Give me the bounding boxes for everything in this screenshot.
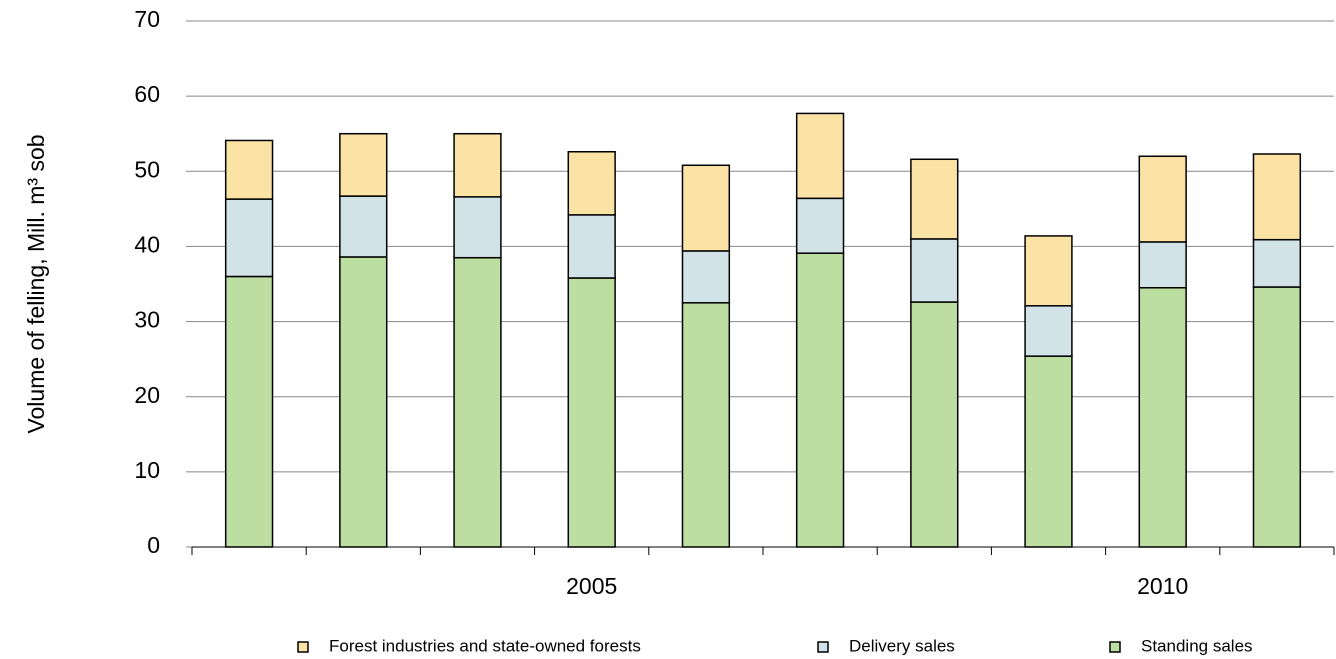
- bar-segment: [567, 277, 616, 548]
- y-tick-label: 10: [134, 457, 160, 483]
- bar-segment: [453, 132, 502, 198]
- bar-segment: [1138, 241, 1187, 289]
- y-tick-label: 40: [134, 232, 160, 258]
- bar-segment: [795, 197, 845, 254]
- bar-segment: [339, 256, 388, 548]
- bar-segment: [1138, 287, 1187, 548]
- bar-segment: [339, 195, 388, 258]
- y-tick-label: 50: [134, 156, 160, 182]
- bar-segment: [910, 301, 959, 548]
- bar-segment: [681, 164, 731, 252]
- bar-segment: [681, 302, 731, 548]
- bar-segment: [1024, 235, 1073, 307]
- bar-segment: [1024, 355, 1073, 548]
- y-tick-label: 0: [147, 532, 160, 558]
- legend-swatch: [297, 641, 309, 653]
- bar-segment: [567, 214, 616, 279]
- y-axis-label: Volume of felling, Mill. m³ sob: [23, 134, 49, 433]
- bar-segment: [339, 132, 388, 197]
- bar-segment: [224, 275, 274, 548]
- bar-segment: [453, 256, 502, 548]
- y-tick-label: 60: [134, 81, 160, 107]
- bar-segment: [1252, 153, 1302, 241]
- legend-swatch: [817, 641, 829, 653]
- legend-label: Forest industries and state-owned forest…: [329, 636, 641, 655]
- x-tick-label: 2010: [1137, 573, 1188, 599]
- y-tick-label: 20: [134, 382, 160, 408]
- bar-segment: [1252, 238, 1302, 288]
- bar-segment: [681, 250, 731, 304]
- x-tick-label: 2005: [566, 573, 617, 599]
- bar-segment: [1138, 155, 1187, 243]
- bar-segment: [795, 112, 845, 200]
- bar-segment: [795, 252, 845, 548]
- y-tick-label: 30: [134, 307, 160, 333]
- legend-label: Delivery sales: [849, 636, 955, 655]
- bar-segment: [910, 158, 959, 240]
- bar-segment: [453, 196, 502, 259]
- bar-segment: [1024, 305, 1073, 357]
- bar-segment: [567, 150, 616, 216]
- bar-segment: [224, 139, 274, 200]
- legend-label: Standing sales: [1141, 636, 1253, 655]
- bar-segment: [1252, 286, 1302, 548]
- bar-segment: [224, 198, 274, 278]
- y-tick-label: 70: [134, 6, 160, 32]
- legend-swatch: [1109, 641, 1121, 653]
- bar-segment: [910, 238, 959, 303]
